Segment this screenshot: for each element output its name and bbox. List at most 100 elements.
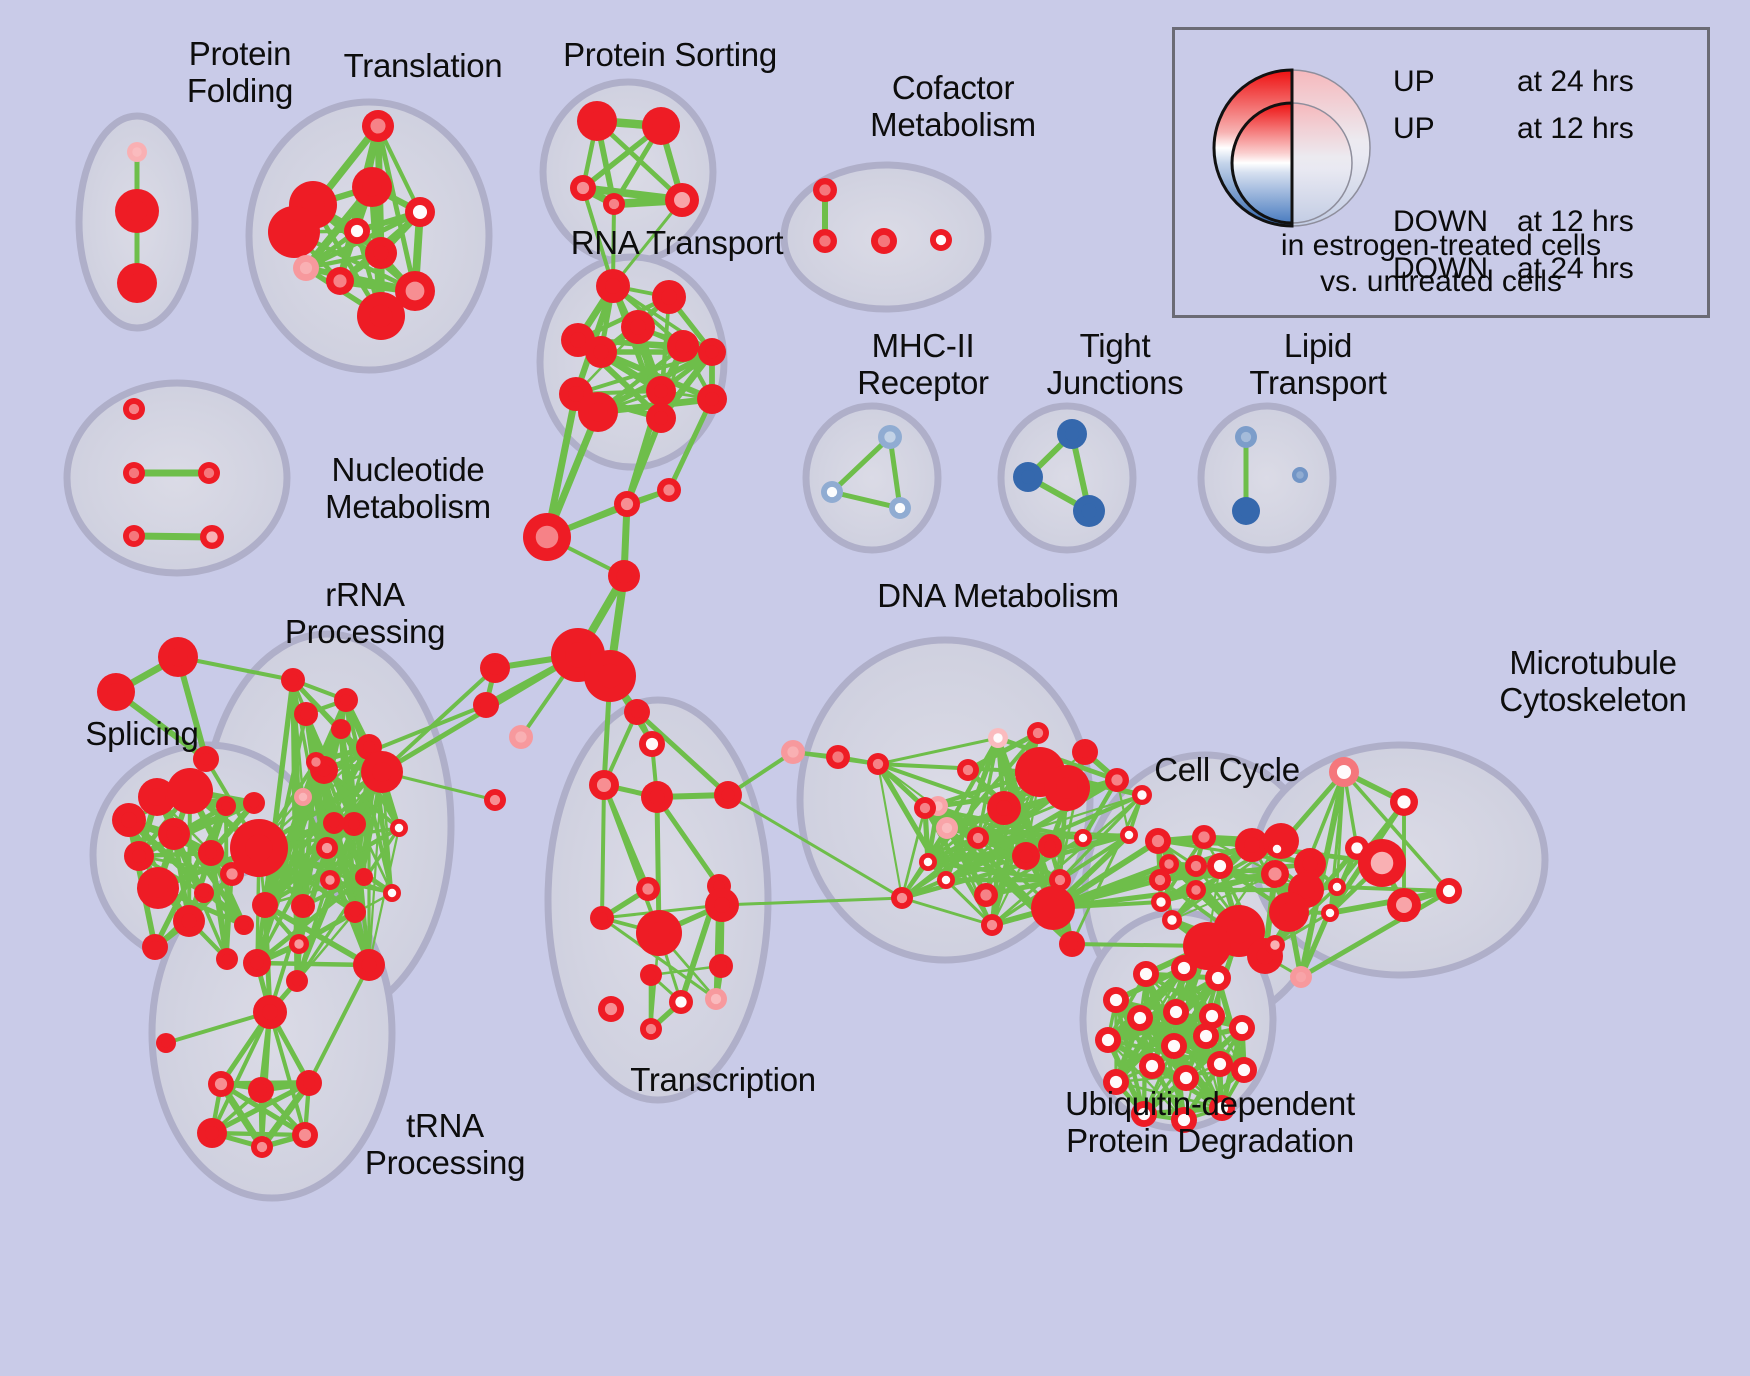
network-edge	[295, 770, 384, 983]
network-edge	[1273, 911, 1332, 947]
legend-row-up-12: UP at 12 hrs	[1393, 105, 1703, 152]
node-inner-disc-12hr	[1235, 1021, 1249, 1035]
network-node	[1186, 880, 1206, 900]
network-edge	[611, 198, 684, 288]
network-node	[781, 740, 805, 764]
legend-caption-line2: vs. untreated cells	[1320, 265, 1562, 299]
node-inner-disc-12hr	[321, 842, 333, 854]
network-node	[248, 1077, 274, 1103]
node-inner-disc-12hr	[1019, 849, 1033, 863]
node-inner-disc-12hr	[704, 391, 720, 407]
node-inner-disc-12hr	[1044, 840, 1056, 852]
network-node	[813, 178, 837, 202]
network-node	[608, 560, 640, 592]
network-node	[216, 948, 238, 970]
node-inner-disc-12hr	[128, 467, 140, 479]
network-node	[1103, 1069, 1129, 1095]
network-node	[390, 819, 408, 837]
network-node	[937, 871, 955, 889]
network-node	[344, 218, 370, 244]
node-inner-disc-12hr	[653, 410, 669, 426]
network-edge	[1174, 1010, 1224, 1110]
network-node	[1205, 965, 1231, 991]
network-edge	[254, 960, 372, 968]
node-inner-disc-12hr	[204, 846, 218, 860]
network-node	[1292, 467, 1308, 483]
network-node	[697, 384, 727, 414]
node-inner-disc-12hr	[1056, 777, 1078, 799]
network-node	[1229, 1015, 1255, 1041]
node-inner-disc-12hr	[127, 273, 147, 293]
node-inner-disc-12hr	[1370, 851, 1394, 875]
network-node	[1139, 1053, 1165, 1079]
node-inner-disc-12hr	[721, 788, 735, 802]
network-node	[112, 803, 146, 837]
node-inner-disc-12hr	[369, 304, 393, 328]
node-inner-disc-12hr	[1137, 790, 1147, 800]
network-node	[914, 797, 936, 819]
network-node	[957, 759, 979, 781]
legend-time-down-12: at 12 hrs	[1517, 204, 1634, 238]
node-inner-disc-12hr	[1179, 1071, 1193, 1085]
network-node	[200, 525, 224, 549]
node-inner-disc-12hr	[258, 898, 272, 912]
node-inner-disc-12hr	[121, 812, 137, 828]
node-inner-disc-12hr	[262, 1004, 278, 1020]
network-node	[1103, 987, 1129, 1013]
node-inner-disc-12hr	[832, 751, 844, 763]
network-edge	[164, 1010, 272, 1045]
network-edge	[328, 878, 394, 895]
node-inner-disc-12hr	[340, 694, 352, 706]
node-inner-disc-12hr	[281, 219, 307, 245]
node-inner-disc-12hr	[349, 906, 361, 918]
network-node	[1294, 848, 1326, 880]
node-inner-disc-12hr	[996, 800, 1012, 816]
network-edge	[1070, 793, 1144, 946]
node-inner-disc-12hr	[107, 683, 125, 701]
node-inner-disc-12hr	[1164, 859, 1174, 869]
network-node	[243, 792, 265, 814]
network-node	[1049, 869, 1071, 891]
network-edge	[634, 709, 731, 798]
network-node	[365, 237, 397, 269]
network-edge	[268, 904, 305, 1014]
network-edge	[944, 825, 989, 898]
network-node	[306, 752, 326, 772]
network-node	[667, 330, 699, 362]
network-node	[395, 271, 435, 311]
node-inner-disc-12hr	[1078, 745, 1092, 759]
network-edge	[1298, 888, 1452, 980]
network-node	[1161, 1033, 1187, 1059]
network-node	[1290, 966, 1312, 988]
node-inner-disc-12hr	[487, 660, 503, 676]
network-edge	[380, 666, 497, 774]
legend-time-up-12: at 12 hrs	[1517, 111, 1634, 145]
network-edge	[130, 532, 216, 541]
node-inner-disc-12hr	[1240, 431, 1252, 443]
node-inner-disc-12hr	[674, 192, 690, 208]
node-inner-disc-12hr	[291, 975, 303, 987]
network-node	[1173, 1065, 1199, 1091]
node-inner-disc-12hr	[1226, 918, 1252, 944]
network-edge	[598, 349, 715, 402]
network-node	[1387, 888, 1421, 922]
node-inner-disc-12hr	[1139, 967, 1153, 981]
node-inner-disc-12hr	[923, 857, 933, 867]
network-node	[967, 827, 989, 849]
network-node	[891, 887, 913, 909]
legend-state-down-12: DOWN	[1393, 204, 1488, 238]
legend-caption-line1: in estrogen-treated cells	[1280, 228, 1602, 262]
node-inner-disc-12hr	[311, 757, 321, 767]
network-node	[584, 650, 636, 702]
node-inner-disc-12hr	[1078, 833, 1088, 843]
network-node	[1057, 419, 1087, 449]
network-node	[889, 497, 911, 519]
network-node	[1120, 826, 1138, 844]
node-inner-disc-12hr	[239, 920, 249, 930]
node-inner-disc-12hr	[1296, 471, 1304, 479]
network-edge	[976, 836, 1052, 848]
node-inner-disc-12hr	[256, 1141, 268, 1153]
node-inner-disc-12hr	[597, 663, 623, 689]
node-inner-disc-12hr	[661, 289, 677, 305]
node-inner-disc-12hr	[214, 1077, 228, 1091]
